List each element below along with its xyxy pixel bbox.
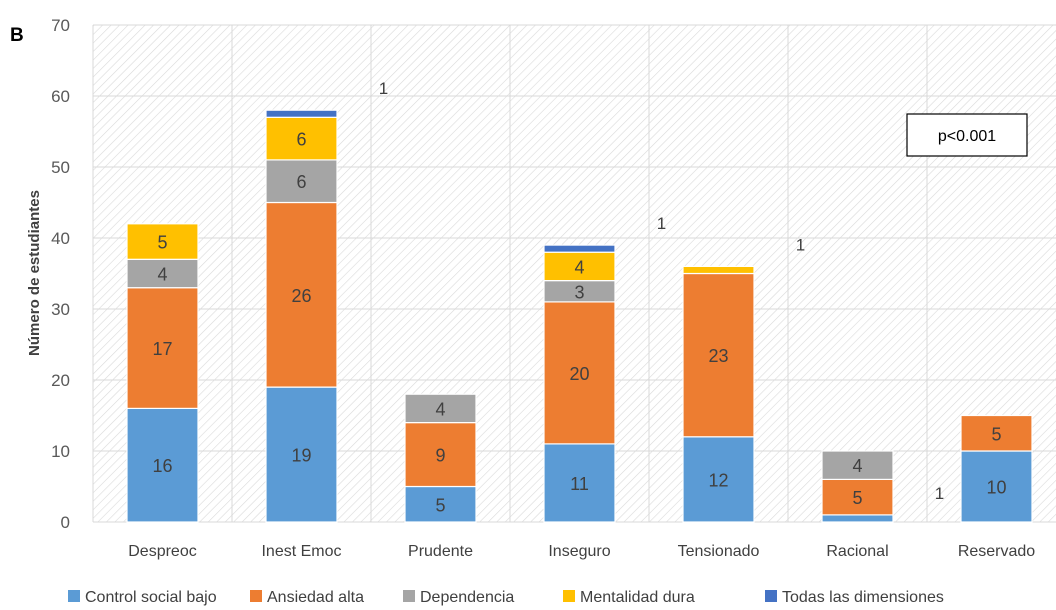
data-label: 23: [708, 346, 728, 366]
data-label: 6: [296, 172, 306, 192]
data-label: 16: [152, 456, 172, 476]
legend-swatch: [765, 590, 777, 602]
bar-segment: [404, 422, 477, 488]
bar-segment: [126, 287, 199, 410]
annotation-box: p<0.001: [906, 113, 1028, 157]
y-axis-label: Número de estudiantes: [26, 190, 43, 356]
bar-segment: [404, 393, 477, 424]
outside-data-label: 1: [796, 235, 805, 254]
y-tick-label: 20: [51, 371, 70, 390]
data-label: 26: [291, 286, 311, 306]
y-tick-label: 60: [51, 87, 70, 106]
y-tick-label: 30: [51, 300, 70, 319]
bar-segment: [682, 272, 755, 438]
data-label: 17: [152, 339, 172, 359]
y-tick-label: 50: [51, 158, 70, 177]
outside-data-label: 1: [935, 484, 944, 503]
legend: Control social bajo Ansiedad alta Dependen…: [68, 589, 944, 606]
data-label: 5: [852, 488, 862, 508]
bar-segment: [265, 109, 338, 118]
x-tick-label: Racional: [826, 543, 888, 560]
data-label: 9: [435, 446, 445, 466]
bar-segment: [126, 258, 199, 289]
x-tick-label: Inest Emoc: [261, 543, 341, 560]
bar-segment: [126, 223, 199, 260]
y-tick-label: 40: [51, 229, 70, 248]
bar-segment: [265, 386, 338, 523]
x-tick-label: Inseguro: [548, 543, 610, 560]
data-label: 4: [574, 257, 584, 277]
data-label: 20: [569, 364, 589, 384]
data-label: 5: [435, 495, 445, 515]
legend-swatch: [403, 590, 415, 602]
y-axis-ticks: 0 10 20 30 40 50 60 70: [51, 16, 70, 532]
legend-swatch: [563, 590, 575, 602]
x-tick-label: Tensionado: [678, 543, 760, 560]
data-label: 4: [435, 399, 445, 419]
legend-item: Control social bajo: [68, 589, 217, 606]
bar-segment: [821, 450, 894, 480]
data-label: 19: [291, 446, 311, 466]
bar-segment: [821, 514, 894, 523]
legend-label: Ansiedad alta: [267, 589, 364, 606]
bar-segment: [682, 265, 755, 275]
x-tick-label: Prudente: [408, 543, 473, 560]
data-label: 10: [986, 478, 1006, 498]
bar-segment: [821, 478, 894, 516]
legend-label: Control social bajo: [85, 589, 217, 606]
bar-segment: [265, 159, 338, 204]
panel-label: B: [10, 25, 24, 46]
bar-segment: [543, 301, 616, 445]
data-label: 5: [991, 424, 1001, 444]
bar-segment: [960, 414, 1033, 452]
data-label: 4: [157, 265, 167, 285]
outside-data-label: 1: [657, 214, 666, 233]
data-label: 5: [157, 233, 167, 253]
y-tick-label: 70: [51, 16, 70, 35]
bar-segment: [265, 201, 338, 388]
bar-segment: [404, 485, 477, 523]
legend-item: Ansiedad alta: [250, 589, 364, 606]
bar-segment: [265, 116, 338, 161]
legend-item: Mentalidad dura: [563, 589, 695, 606]
y-tick-label: 10: [51, 442, 70, 461]
bar-segment: [543, 244, 616, 253]
legend-item: Dependencia: [403, 589, 514, 606]
data-label: 3: [574, 282, 584, 302]
bar-segment: [682, 436, 755, 523]
data-label: 4: [852, 456, 862, 476]
legend-label: Mentalidad dura: [580, 589, 695, 606]
legend-label: Dependencia: [420, 589, 514, 606]
legend-swatch: [68, 590, 80, 602]
x-tick-label: Reservado: [958, 543, 1035, 560]
x-axis-ticks: Despreoc Inest Emoc Prudente Inseguro Tensio…: [128, 543, 1035, 560]
legend-item: Todas las dimensiones: [765, 589, 944, 606]
outside-data-label: 1: [379, 79, 388, 98]
y-tick-label: 0: [61, 513, 70, 532]
legend-label: Todas las dimensiones: [782, 589, 944, 606]
data-label: 6: [296, 130, 306, 150]
legend-swatch: [250, 590, 262, 602]
annotation-text: p<0.001: [938, 128, 996, 145]
x-tick-label: Despreoc: [128, 543, 196, 560]
data-label: 11: [570, 474, 589, 494]
data-label: 12: [708, 470, 728, 490]
bar-segment: [960, 450, 1033, 523]
bar-segment: [543, 443, 616, 523]
